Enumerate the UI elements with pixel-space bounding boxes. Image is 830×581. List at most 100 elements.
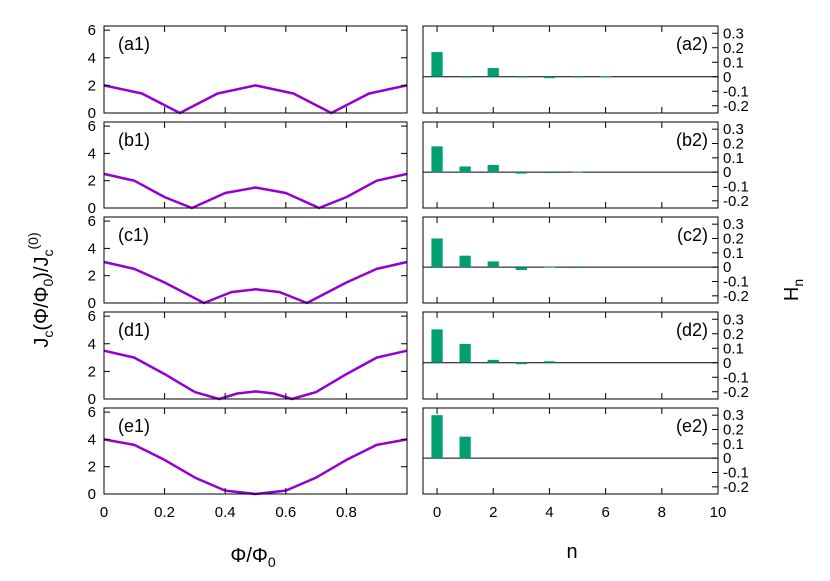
y-tick-label: 0: [88, 105, 96, 122]
panel-c2: 0.30.20.10-0.1-0.2 (c2): [422, 216, 749, 305]
y-tick-label: 0.1: [723, 340, 744, 357]
bar: [487, 68, 499, 77]
y-tick-label: 4: [88, 431, 96, 448]
y-tick-label: 6: [88, 118, 96, 135]
bar: [431, 146, 443, 173]
bar: [571, 267, 584, 268]
plot-frame: [103, 25, 408, 114]
y-tick-label: 0.2: [723, 326, 744, 343]
y-tick-label: 4: [88, 336, 96, 353]
left-y-axis-label: Jc(Φ/Φ0)/Jc(0): [25, 232, 56, 347]
panel-label: (c2): [677, 225, 708, 245]
bar: [459, 166, 471, 173]
left-x-axis-label: Φ/Φ0: [230, 545, 275, 570]
bar: [459, 343, 471, 363]
bar: [543, 76, 556, 79]
panel-c1: 0 2 4 6 (c1): [88, 213, 408, 312]
y-tick-label: 0: [88, 200, 96, 217]
y-tick-label: 4: [88, 50, 96, 67]
y-tick-label: -0.2: [723, 193, 749, 210]
plot-frame: [422, 311, 719, 400]
bar: [459, 436, 471, 459]
panel-label: (b1): [118, 130, 150, 150]
y-tick-label: -0.1: [723, 274, 749, 291]
panel-label: (e1): [118, 416, 150, 436]
y-tick-label: 0.2: [723, 422, 744, 439]
x-tick-label: 0.8: [336, 504, 357, 521]
bar: [543, 266, 556, 268]
x-tick-label: 8: [658, 504, 666, 521]
panel-d1: 0 2 4 6 (d1): [88, 308, 408, 408]
plot-frame: [422, 216, 719, 304]
panel-b2: 0.30.20.10-0.1-0.2 (b2): [422, 121, 749, 210]
y-tick-label: 0: [88, 295, 96, 312]
y-tick-label: 0: [88, 391, 96, 408]
y-tick-label: 0.1: [723, 150, 744, 167]
bar: [431, 329, 443, 363]
y-tick-label: 6: [88, 213, 96, 230]
y-tick-label: 4: [88, 145, 96, 162]
y-tick-label: 6: [88, 22, 96, 39]
bar: [543, 172, 556, 173]
y-tick-label: 0.1: [723, 436, 744, 453]
panel-e2: 0.30.20.10-0.1-0.20 2 4 6 8 10(e2): [422, 407, 749, 521]
y-tick-label: 0: [723, 450, 731, 467]
panel-label: (a1): [118, 34, 150, 54]
y-tick-label: 6: [88, 308, 96, 325]
panel-label: (d2): [676, 320, 708, 340]
plot-frame: [422, 121, 719, 209]
y-tick-label: 0.3: [723, 311, 744, 328]
bar: [571, 171, 584, 173]
y-tick-label: -0.2: [723, 479, 749, 496]
panel-label: (b2): [676, 130, 708, 150]
panel-label: (e2): [676, 416, 708, 436]
y-tick-label: 0: [723, 164, 731, 181]
y-tick-label: 0.1: [723, 54, 744, 71]
panel-a1: 0 2 4 6 (a1): [88, 22, 408, 122]
bar: [487, 261, 499, 268]
x-tick-label: 0: [433, 504, 441, 521]
y-tick-label: 2: [88, 173, 96, 190]
series-line: [103, 349, 408, 401]
series-line: [103, 84, 408, 115]
y-tick-label: 0: [723, 259, 731, 276]
bar: [431, 415, 443, 459]
y-tick-label: 0.3: [723, 121, 744, 138]
bar: [487, 165, 499, 173]
series-line: [103, 438, 408, 496]
y-tick-label: 0.3: [723, 25, 744, 42]
y-tick-label: 2: [88, 459, 96, 476]
bar: [515, 76, 527, 78]
plot-frame: [103, 311, 408, 400]
bar: [543, 361, 556, 363]
x-tick-label: 2: [489, 504, 497, 521]
series-line: [103, 172, 408, 210]
bar: [431, 52, 443, 77]
series-line: [103, 260, 408, 305]
y-tick-label: -0.1: [723, 369, 749, 386]
y-tick-label: 4: [88, 240, 96, 257]
y-tick-label: 0.1: [723, 245, 744, 262]
x-tick-label: 6: [601, 504, 609, 521]
right-y-axis-label: Hn: [781, 279, 806, 301]
bar: [459, 76, 471, 78]
plot-frame: [103, 121, 408, 209]
x-tick-label: 4: [545, 504, 553, 521]
y-tick-label: -0.2: [723, 384, 749, 401]
bar: [431, 238, 443, 268]
y-tick-label: 0.2: [723, 231, 744, 248]
bar: [515, 267, 527, 271]
bar: [571, 76, 584, 78]
y-tick-label: 2: [88, 77, 96, 94]
y-tick-label: 0.2: [723, 40, 744, 57]
y-tick-label: 2: [88, 268, 96, 285]
y-tick-label: -0.2: [723, 288, 749, 305]
plot-frame: [103, 407, 408, 495]
panel-label: (c1): [118, 225, 149, 245]
x-tick-label: 0.4: [215, 504, 236, 521]
panels-group: 0246(a1)0.30.20.10-0.1-0.2(a2)0246(b1)0.…: [88, 22, 749, 521]
bar: [515, 172, 527, 174]
x-tick-label: 0: [100, 504, 108, 521]
y-tick-label: 6: [88, 404, 96, 421]
